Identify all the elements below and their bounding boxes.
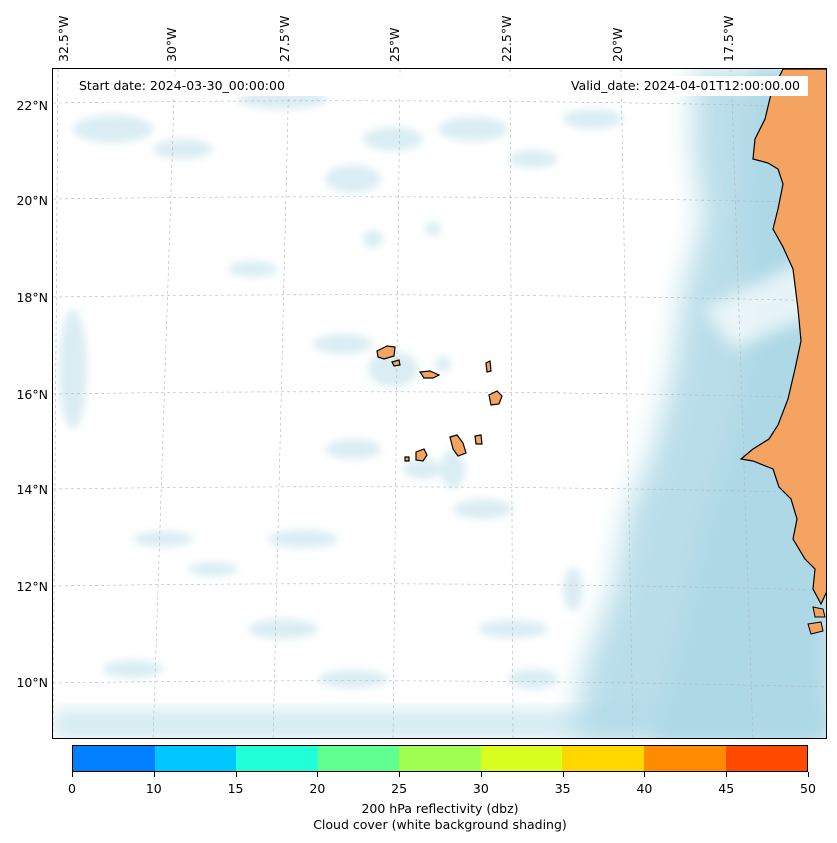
colorbar-tick-label: 20 [309, 781, 326, 796]
lon-label-17-5w: 17.5°W [721, 15, 736, 62]
brava-island [404, 456, 410, 462]
lat-label-20n: 20°N [16, 193, 48, 208]
colorbar-tick-mark [317, 772, 319, 777]
colorbar-tick-mark [480, 772, 482, 777]
colorbar-segment [480, 746, 563, 771]
lon-label-32-5w: 32.5°W [56, 15, 71, 62]
colorbar-tick-label: 40 [636, 781, 653, 796]
colorbar-segment [73, 746, 155, 771]
colorbar-title: 200 hPa reflectivity (dbz) Cloud cover (… [72, 801, 808, 833]
colorbar-tick-mark [399, 772, 401, 777]
colorbar-tick-label: 35 [554, 781, 571, 796]
colorbar-tick-label: 30 [472, 781, 489, 796]
lat-label-14n: 14°N [16, 482, 48, 497]
lon-label-30w: 30°W [164, 27, 179, 62]
colorbar-tick-label: 10 [145, 781, 162, 796]
lon-label-22-5w: 22.5°W [499, 15, 514, 62]
cape-verde-islands [376, 345, 503, 462]
lat-label-18n: 18°N [16, 290, 48, 305]
lat-label-16n: 16°N [16, 387, 48, 402]
colorbar-tick-mark [72, 772, 73, 777]
colorbar-tick-mark [644, 772, 646, 777]
colorbar-title-line1: 200 hPa reflectivity (dbz) [361, 801, 519, 816]
lon-label-20w: 20°W [610, 27, 625, 62]
africa-landmass [739, 69, 826, 606]
colorbar-tick-mark [808, 772, 809, 777]
colorbar-tick-label: 50 [800, 781, 816, 796]
valid-date-label: Valid_date: 2024-04-01T12:00:00.00 [570, 78, 800, 93]
colorbar-tick-label: 45 [718, 781, 735, 796]
sal-island [485, 360, 492, 373]
santo-antao-island [376, 345, 396, 360]
colorbar-tick-mark [726, 772, 728, 777]
lat-label-22n: 22°N [16, 98, 48, 113]
santiago-island [449, 434, 467, 457]
sao-vicente-island [391, 359, 401, 367]
colorbar-segment [399, 746, 481, 771]
sao-nicolau-island [418, 370, 441, 379]
start-date-label: Start date: 2024-03-30_00:00:00 [79, 78, 285, 93]
maio-island [474, 434, 483, 445]
lat-label-12n: 12°N [16, 579, 48, 594]
date-info-bar: Start date: 2024-03-30_00:00:00 Valid_da… [71, 76, 808, 96]
colorbar-segment [236, 746, 318, 771]
reflectivity-colorbar [72, 745, 808, 772]
colorbar-tick-mark [562, 772, 564, 777]
colorbar-segment [562, 746, 644, 771]
colorbar-tick-mark [235, 772, 237, 777]
colorbar-tick-label: 0 [68, 781, 76, 796]
colorbar-segment [317, 746, 400, 771]
lon-label-25w: 25°W [387, 27, 402, 62]
colorbar-segment [154, 746, 237, 771]
cloud-band-south [53, 709, 826, 738]
colorbar-title-line2: Cloud cover (white background shading) [313, 817, 567, 832]
boa-vista-island [488, 390, 503, 406]
fogo-island [415, 448, 428, 462]
map-canvas [53, 69, 826, 738]
cloud-cover-layer [53, 69, 826, 738]
bijagos-islands [807, 606, 826, 635]
colorbar-tick-label: 15 [227, 781, 244, 796]
colorbar-tick-label: 25 [391, 781, 408, 796]
map-panel [52, 68, 827, 739]
colorbar-tick-mark [153, 772, 155, 777]
colorbar-segment [643, 746, 726, 771]
lat-label-10n: 10°N [16, 675, 48, 690]
colorbar-segment [725, 746, 808, 771]
graticule [53, 69, 826, 738]
lon-label-27-5w: 27.5°W [277, 15, 292, 62]
